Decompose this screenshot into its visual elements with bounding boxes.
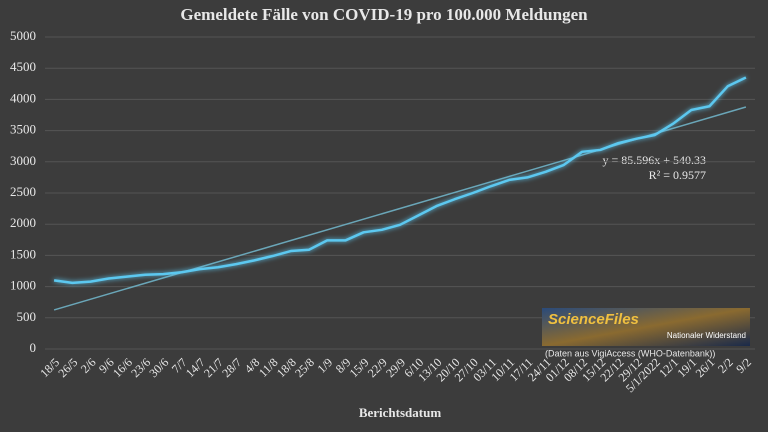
y-tick-label: 1500 — [10, 246, 36, 261]
source-note: (Daten aus VigiAccess (WHO-Datenbank)) — [545, 348, 715, 358]
logo-title: ScienceFiles — [548, 311, 639, 328]
y-tick-label: 3000 — [10, 153, 36, 168]
x-tick-label: 26/5 — [55, 355, 80, 380]
y-tick-label: 4000 — [10, 90, 36, 105]
x-tick-label: 30/6 — [146, 355, 171, 380]
y-tick-label: 500 — [17, 309, 37, 324]
logo-box — [542, 308, 750, 346]
y-tick-label: 4500 — [10, 59, 36, 74]
series-line — [53, 76, 747, 285]
x-tick-label: 28/7 — [219, 355, 244, 380]
y-tick-label: 5000 — [10, 28, 36, 43]
y-tick-label: 1000 — [10, 278, 36, 293]
x-tick-label: 26/1 — [693, 355, 718, 380]
trend-r-squared: R² = 0.9577 — [649, 168, 706, 182]
chart-title: Gemeldete Fälle von COVID-19 pro 100.000… — [180, 5, 588, 24]
y-tick-label: 2000 — [10, 215, 36, 230]
y-tick-label: 3500 — [10, 122, 36, 137]
x-tick-label: 25/8 — [292, 355, 317, 380]
trend-equation: y = 85.596x + 540.33 — [602, 153, 706, 167]
logo: ScienceFiles Nationaler Widerstand — [542, 308, 750, 346]
y-tick-label: 0 — [30, 340, 37, 355]
y-tick-label: 2500 — [10, 184, 36, 199]
x-axis-label: Berichtsdatum — [359, 405, 442, 420]
logo-subtitle: Nationaler Widerstand — [667, 331, 746, 340]
x-tick-label: 9/2 — [733, 355, 754, 376]
